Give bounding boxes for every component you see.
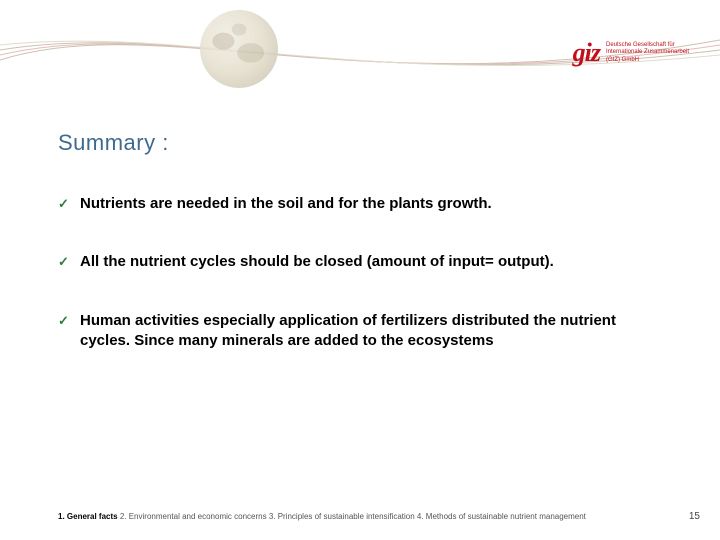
check-icon: ✓ (58, 312, 69, 330)
globe-graphic (200, 10, 278, 88)
page-number: 15 (689, 511, 700, 522)
logo: giz Deutsche Gesellschaft für Internatio… (573, 38, 696, 68)
bullet-text: All the nutrient cycles should be closed… (80, 253, 554, 270)
list-item: ✓ Human activities especially applicatio… (58, 311, 662, 352)
logo-tagline: Deutsche Gesellschaft für Internationale… (606, 42, 696, 64)
list-item: ✓ All the nutrient cycles should be clos… (58, 252, 662, 272)
footer-nav: 1. General facts 2. Environmental and ec… (58, 512, 586, 522)
nav-item: 3. Principles of sustainable intensifica… (269, 512, 415, 521)
bullet-list: ✓ Nutrients are needed in the soil and f… (58, 194, 662, 351)
bullet-text: Human activities especially application … (80, 312, 616, 349)
nav-item: 4. Methods of sustainable nutrient manag… (417, 512, 586, 521)
slide-content: Summary : ✓ Nutrients are needed in the … (58, 130, 662, 389)
check-icon: ✓ (58, 253, 69, 271)
bullet-text: Nutrients are needed in the soil and for… (80, 195, 492, 212)
nav-item: 2. Environmental and economic concerns (120, 512, 267, 521)
footer: 1. General facts 2. Environmental and ec… (58, 511, 700, 522)
slide-title: Summary : (58, 130, 662, 156)
logo-text: giz (573, 38, 600, 68)
nav-item-active: 1. General facts (58, 512, 118, 521)
check-icon: ✓ (58, 195, 69, 213)
list-item: ✓ Nutrients are needed in the soil and f… (58, 194, 662, 214)
